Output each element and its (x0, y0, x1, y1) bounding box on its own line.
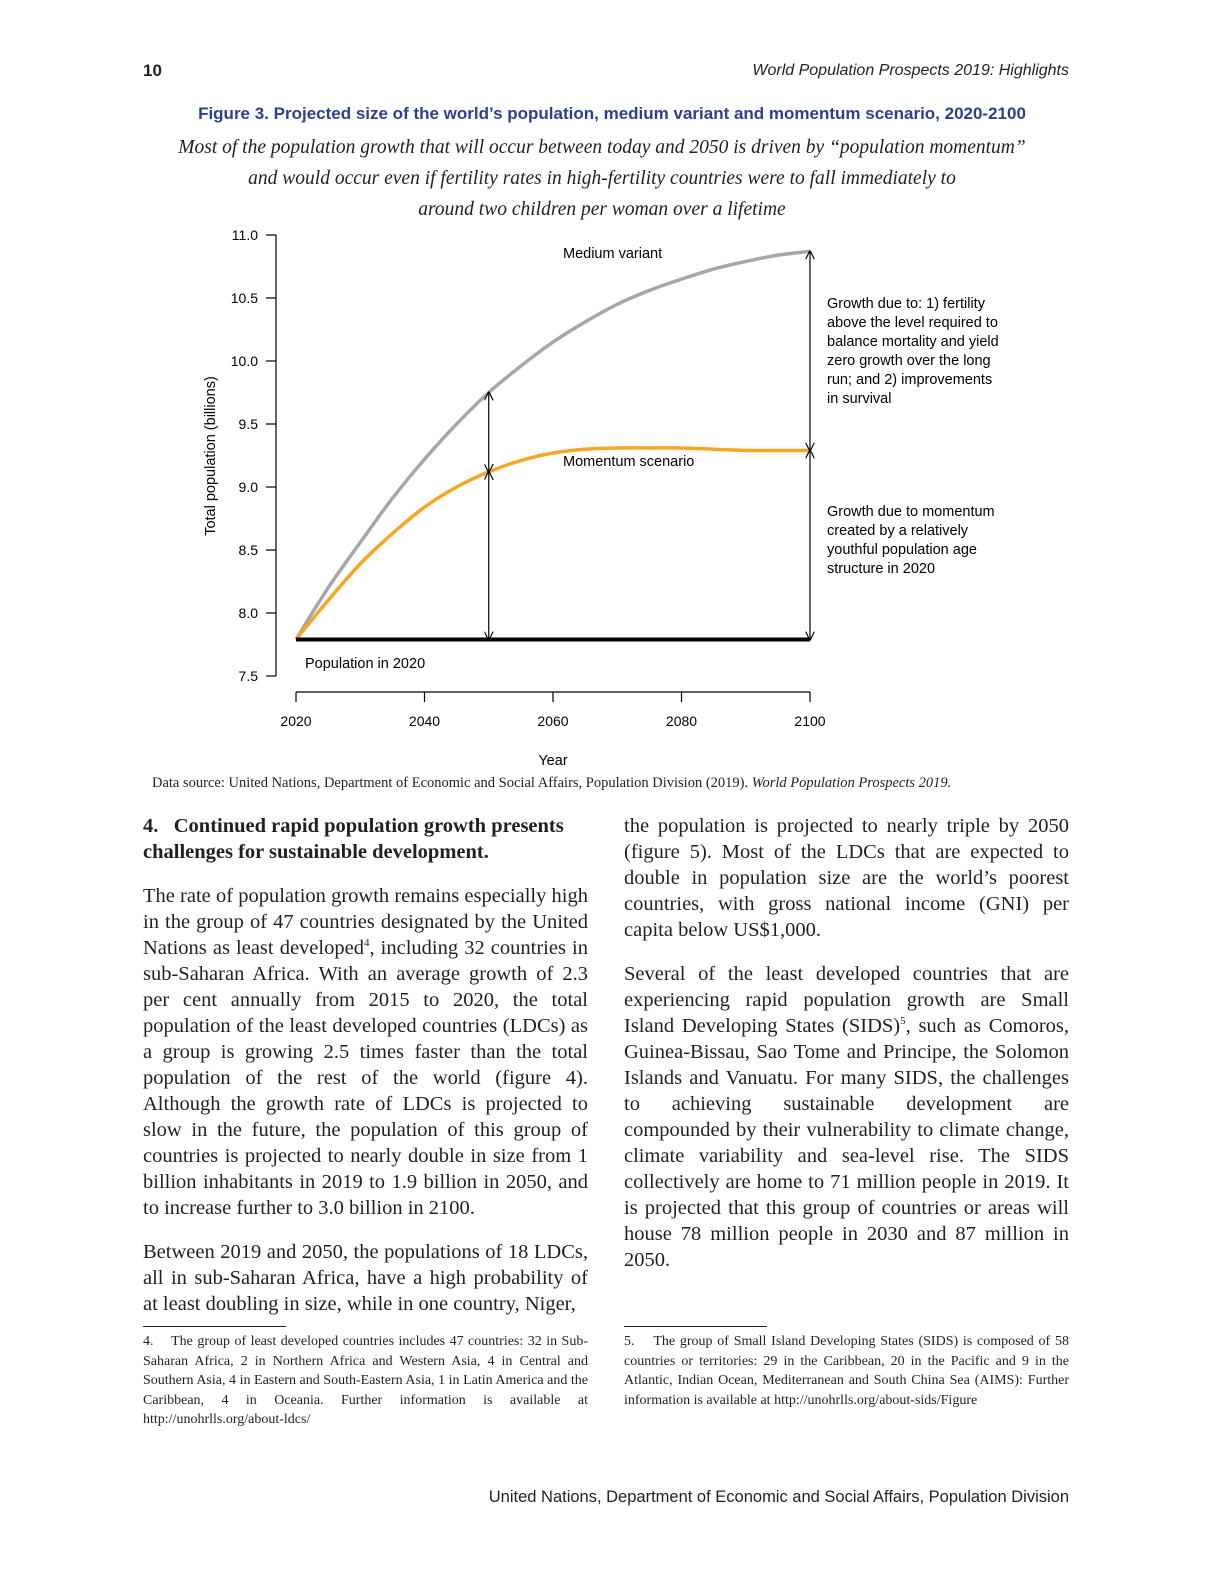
data-source-title: World Population Prospects 2019. (751, 775, 952, 791)
footnote-5: 5. The group of Small Island Developing … (624, 1334, 1073, 1408)
x-tick-label: 2080 (666, 713, 697, 729)
y-axis: 7.5 8.0 8.5 9.0 9.5 10.0 10.5 11.0 (231, 227, 277, 684)
y-tick-label: 11.0 (232, 227, 258, 243)
x-axis-label: Year (538, 753, 567, 769)
series-layer (294, 249, 811, 642)
arrow-layer (489, 251, 810, 639)
y-tick-label: 10.5 (231, 290, 258, 306)
paragraph-text: , such as Comoros, Guinea-Bissau, Sao To… (624, 1015, 1069, 1271)
footnote-ref[interactable]: 5 (900, 1015, 906, 1028)
figure-subtitle-line: and would occur even if fertility rates … (248, 168, 956, 189)
annotation-line: balance mortality and yield (827, 334, 999, 350)
paragraph: Between 2019 and 2050, the populations o… (143, 1241, 588, 1315)
y-tick-label: 10.0 (231, 353, 258, 369)
body-column-left: 4. Continued rapid population growth pre… (143, 813, 588, 1335)
paragraph-text: , including 32 countries in sub-Saharan … (143, 937, 588, 1219)
footnote-divider (143, 1326, 286, 1327)
annotation-line: Growth due to momentum (827, 504, 995, 520)
growth-fertility-annotation: Growth due to: 1) fertility above the le… (827, 296, 999, 407)
x-tick-label: 2040 (409, 713, 440, 729)
running-header: World Population Prospects 2019: Highlig… (752, 62, 1069, 79)
annotation-line: above the level required to (827, 315, 998, 331)
momentum-scenario-label: Momentum scenario (563, 454, 694, 470)
footnote-divider (624, 1326, 767, 1327)
page-number: 10 (143, 61, 162, 80)
annotation-line: run; and 2) improvements (827, 372, 992, 388)
page-footer: United Nations, Department of Economic a… (488, 1488, 1069, 1506)
medium-variant-line (294, 249, 811, 641)
annotation-line: youthful population age (827, 542, 977, 558)
footnote-4: 4. The group of least developed countrie… (143, 1334, 592, 1427)
annotation-line: created by a relatively (827, 523, 969, 539)
x-tick-label: 2020 (280, 713, 311, 729)
figure-subtitle-line: Most of the population growth that will … (178, 137, 1026, 158)
paragraph: the population is projected to nearly tr… (624, 815, 1069, 941)
baseline-label: Population in 2020 (305, 656, 425, 672)
x-tick-label: 2060 (537, 713, 568, 729)
annotation-line: structure in 2020 (827, 561, 935, 577)
annotation-line: in survival (827, 391, 891, 407)
medium-variant-label: Medium variant (563, 246, 662, 262)
population-chart: 7.5 8.0 8.5 9.0 9.5 10.0 10.5 11.0 2020 2040 2060… (203, 227, 999, 769)
section-heading-line: 4. Continued rapid population growth pre… (143, 815, 564, 837)
y-tick-label: 7.5 (239, 668, 259, 684)
y-tick-label: 8.0 (239, 605, 259, 621)
paragraph: Several of the least developed countries… (624, 961, 1069, 1273)
growth-momentum-annotation: Growth due to momentum created by a rela… (827, 504, 995, 577)
footnote-ref[interactable]: 4 (363, 937, 370, 950)
x-axis: 2020 2040 2060 2080 2100 (280, 691, 826, 729)
annotation-line: zero growth over the long (827, 353, 991, 369)
x-tick-label: 2100 (794, 713, 825, 729)
annotation-line: Growth due to: 1) fertility (827, 296, 986, 312)
data-source-prefix: Data source: United Nations, Department … (152, 775, 752, 791)
body-column-right: the population is projected to nearly tr… (624, 813, 1069, 1291)
y-tick-label: 8.5 (239, 542, 259, 558)
section-heading-line: challenges for sustainable development. (143, 841, 489, 863)
paragraph-text: The rate of population growth remains es… (143, 885, 588, 959)
figure-subtitle: Most of the population growth that will … (150, 132, 1054, 225)
momentum-scenario-line (294, 446, 810, 641)
section-heading: 4. Continued rapid population growth pre… (143, 813, 588, 865)
paragraph: The rate of population growth remains es… (143, 883, 588, 1221)
data-source: Data source: United Nations, Department … (152, 775, 951, 792)
y-tick-label: 9.0 (239, 479, 259, 495)
paragraph-text: Several of the least developed countries… (624, 963, 1069, 1037)
y-tick-label: 9.5 (239, 416, 259, 432)
figure-title: Figure 3. Projected size of the world’s … (198, 104, 1026, 123)
y-axis-label: Total population (billions) (203, 376, 219, 536)
figure-subtitle-line: around two children per woman over a lif… (418, 199, 786, 220)
